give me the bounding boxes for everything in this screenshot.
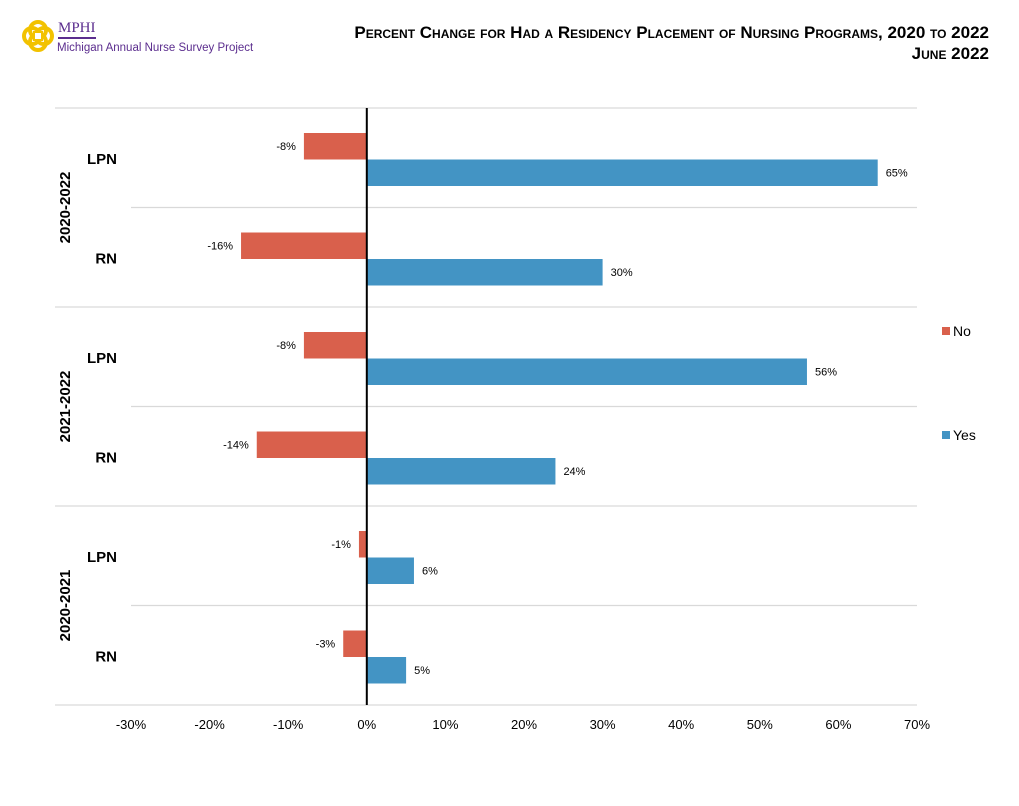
bar-no <box>303 133 367 160</box>
group-label: 2020-2021 <box>57 570 74 642</box>
x-tick-label: 0% <box>357 717 376 732</box>
bar-no <box>241 232 367 259</box>
bar-yes <box>366 458 556 485</box>
bar-yes <box>366 358 807 385</box>
x-tick-label: 70% <box>904 717 930 732</box>
x-tick-label: -10% <box>273 717 304 732</box>
chart-title: Percent Change for Had a Residency Place… <box>354 23 989 42</box>
legend-swatch-yes <box>942 431 950 439</box>
data-label: 24% <box>563 466 585 478</box>
data-label: -14% <box>223 440 249 452</box>
chart-date: June 2022 <box>911 44 989 63</box>
group-label: 2021-2022 <box>57 371 74 443</box>
mphi-logo: MPHI Michigan Annual Nurse Survey Projec… <box>20 18 254 58</box>
chart-title-block: Percent Change for Had a Residency Place… <box>354 22 989 64</box>
category-label: LPN <box>87 549 117 566</box>
x-tick-label: 10% <box>432 717 458 732</box>
bar-yes <box>366 557 414 584</box>
bar-yes <box>366 159 878 186</box>
category-label: LPN <box>87 350 117 367</box>
bar-yes <box>366 259 603 286</box>
bar-yes <box>366 657 407 684</box>
x-tick-label: 30% <box>590 717 616 732</box>
group-label: 2020-2022 <box>57 172 74 244</box>
category-label: RN <box>95 649 117 666</box>
data-label: -8% <box>276 340 296 352</box>
x-tick-label: -20% <box>194 717 225 732</box>
bar-no <box>343 630 367 657</box>
bar-no <box>256 431 367 458</box>
legend-label-yes: Yes <box>953 427 976 443</box>
x-tick-label: 40% <box>668 717 694 732</box>
category-label: RN <box>95 251 117 268</box>
data-label: 6% <box>422 566 438 578</box>
data-label: -3% <box>316 639 336 651</box>
x-tick-label: 20% <box>511 717 537 732</box>
category-label: LPN <box>87 151 117 168</box>
logo-subtitle: Michigan Annual Nurse Survey Project <box>57 42 254 54</box>
logo-mphi: MPHI <box>58 20 96 39</box>
legend-swatch-no <box>942 327 950 335</box>
x-tick-label: 60% <box>825 717 851 732</box>
data-label: 56% <box>815 367 837 379</box>
category-label: RN <box>95 450 117 467</box>
x-tick-label: -30% <box>116 717 147 732</box>
data-label: 65% <box>886 168 908 180</box>
data-label: 30% <box>611 267 633 279</box>
x-tick-label: 50% <box>747 717 773 732</box>
data-label: 5% <box>414 665 430 677</box>
bar-no <box>303 332 367 359</box>
data-label: -16% <box>207 241 233 253</box>
bar-no <box>358 531 367 558</box>
data-label: -8% <box>276 141 296 153</box>
logo-emblem-icon <box>22 20 54 52</box>
data-label: -1% <box>331 539 351 551</box>
legend-label-no: No <box>953 323 971 339</box>
